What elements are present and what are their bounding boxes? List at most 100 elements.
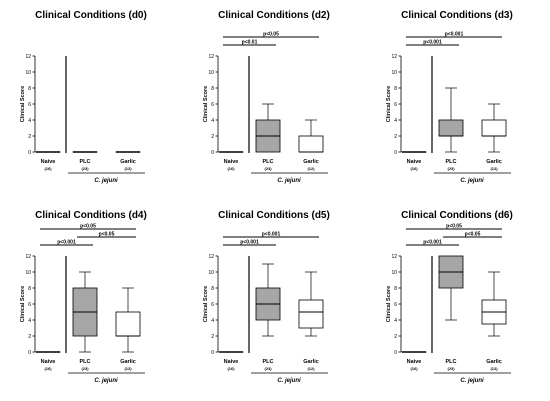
chart-panel-3: Clinical Conditions (d4) 0 2 4 6 8 10 12 Clinica…	[20, 210, 147, 384]
category-label-1: PLC	[263, 159, 274, 165]
y-tick-label: 2	[211, 134, 214, 140]
box-garlic	[298, 271, 324, 337]
group-label: C. jejuni	[94, 178, 118, 184]
box-garlic	[298, 119, 324, 153]
y-tick-label: 2	[28, 134, 31, 140]
y-axis-label: Clinical Score	[386, 286, 392, 322]
group-label: C. jejuni	[460, 378, 484, 384]
category-label-1: PLC	[446, 359, 457, 365]
n-label-1: (23)	[264, 166, 272, 171]
significance-label: p<0.05	[263, 31, 279, 37]
box-plc	[72, 271, 98, 353]
y-tick-label: 10	[391, 270, 397, 276]
category-label-0: Naive	[407, 159, 422, 165]
n-label-2: (12)	[307, 366, 315, 371]
y-tick-label: 10	[25, 270, 31, 276]
category-label-0: Naive	[224, 159, 239, 165]
box-plc	[438, 255, 464, 321]
y-tick-label: 10	[25, 70, 31, 76]
y-tick-label: 12	[208, 254, 214, 260]
chart-title: Clinical Conditions (d4)	[35, 210, 147, 221]
n-label-2: (12)	[124, 366, 132, 371]
significance-label: p<0.001	[423, 239, 442, 245]
y-axis-label: Clinical Score	[203, 86, 209, 122]
significance-label: p<0.05	[465, 231, 481, 237]
box-plc	[255, 103, 281, 153]
n-label-1: (23)	[447, 166, 455, 171]
group-label: C. jejuni	[277, 378, 301, 384]
y-tick-label: 6	[211, 302, 214, 308]
y-tick-label: 6	[211, 102, 214, 108]
box-plc	[255, 263, 281, 337]
chart-title: Clinical Conditions (d0)	[35, 10, 147, 21]
box-iqr	[298, 299, 324, 329]
n-label-0: (16)	[410, 166, 418, 171]
y-tick-label: 2	[394, 334, 397, 340]
y-axis-label: Clinical Score	[20, 86, 26, 122]
y-tick-label: 12	[25, 54, 31, 60]
y-tick-label: 2	[28, 334, 31, 340]
group-label: C. jejuni	[277, 178, 301, 184]
y-tick-label: 0	[394, 350, 397, 356]
box-plc	[438, 87, 464, 153]
category-label-1: PLC	[263, 359, 274, 365]
group-label: C. jejuni	[94, 378, 118, 384]
y-axis-label: Clinical Score	[386, 86, 392, 122]
y-tick-label: 10	[208, 70, 214, 76]
y-tick-label: 2	[211, 334, 214, 340]
chart-panel-5: Clinical Conditions (d6) 0 2 4 6 8 10 12 Clinica…	[386, 210, 513, 384]
y-tick-label: 8	[28, 86, 31, 92]
category-label-2: Garlic	[486, 359, 502, 365]
y-tick-label: 8	[211, 86, 214, 92]
box-iqr	[438, 119, 464, 137]
n-label-2: (12)	[490, 166, 498, 171]
n-label-2: (12)	[124, 166, 132, 171]
box-iqr	[115, 311, 141, 337]
box-garlic	[481, 103, 507, 153]
y-tick-label: 12	[25, 254, 31, 260]
category-label-2: Garlic	[120, 359, 136, 365]
significance-label: p<0.05	[80, 223, 96, 229]
n-label-0: (16)	[44, 366, 52, 371]
y-tick-label: 8	[394, 286, 397, 292]
box-garlic	[481, 271, 507, 337]
chart-title: Clinical Conditions (d6)	[401, 210, 513, 221]
chart-title: Clinical Conditions (d3)	[401, 10, 513, 21]
n-label-1: (23)	[264, 366, 272, 371]
chart-title: Clinical Conditions (d5)	[218, 210, 330, 221]
category-label-1: PLC	[80, 159, 91, 165]
chart-panel-1: Clinical Conditions (d2) 0 2 4 6 8 10 12 Clinica…	[203, 10, 330, 184]
significance-label: p<0.05	[446, 223, 462, 229]
y-tick-label: 4	[211, 118, 214, 124]
chart-title: Clinical Conditions (d2)	[218, 10, 330, 21]
category-label-0: Naive	[41, 159, 56, 165]
significance-label: p<0.001	[57, 239, 76, 245]
y-tick-label: 6	[394, 302, 397, 308]
y-tick-label: 0	[211, 150, 214, 156]
y-tick-label: 4	[211, 318, 214, 324]
category-label-2: Garlic	[303, 359, 319, 365]
n-label-0: (16)	[227, 366, 235, 371]
y-tick-label: 8	[211, 286, 214, 292]
y-tick-label: 12	[391, 54, 397, 60]
y-tick-label: 4	[28, 118, 31, 124]
y-tick-label: 4	[394, 118, 397, 124]
n-label-2: (12)	[307, 166, 315, 171]
y-tick-label: 0	[28, 350, 31, 356]
category-label-0: Naive	[41, 359, 56, 365]
n-label-1: (23)	[81, 366, 89, 371]
n-label-0: (16)	[227, 166, 235, 171]
y-axis-label: Clinical Score	[20, 286, 26, 322]
n-label-0: (16)	[44, 166, 52, 171]
category-label-2: Garlic	[303, 159, 319, 165]
y-tick-label: 0	[211, 350, 214, 356]
n-label-1: (23)	[447, 366, 455, 371]
y-tick-label: 6	[394, 102, 397, 108]
y-tick-label: 8	[394, 86, 397, 92]
n-label-0: (16)	[410, 366, 418, 371]
category-label-2: Garlic	[120, 159, 136, 165]
y-tick-label: 6	[28, 302, 31, 308]
box-iqr	[481, 119, 507, 137]
y-tick-label: 4	[28, 318, 31, 324]
